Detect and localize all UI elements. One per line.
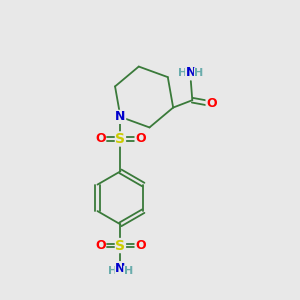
Text: N: N (115, 110, 126, 123)
Text: O: O (95, 239, 106, 252)
Text: O: O (95, 133, 106, 146)
Text: N: N (115, 262, 126, 275)
Text: H: H (194, 68, 204, 78)
Text: O: O (206, 97, 217, 110)
Text: O: O (135, 133, 146, 146)
Text: H: H (178, 68, 187, 78)
Text: N: N (186, 66, 196, 79)
Text: H: H (124, 266, 133, 276)
Text: S: S (116, 132, 125, 146)
Text: H: H (108, 266, 117, 276)
Text: S: S (116, 238, 125, 253)
Text: O: O (135, 239, 146, 252)
